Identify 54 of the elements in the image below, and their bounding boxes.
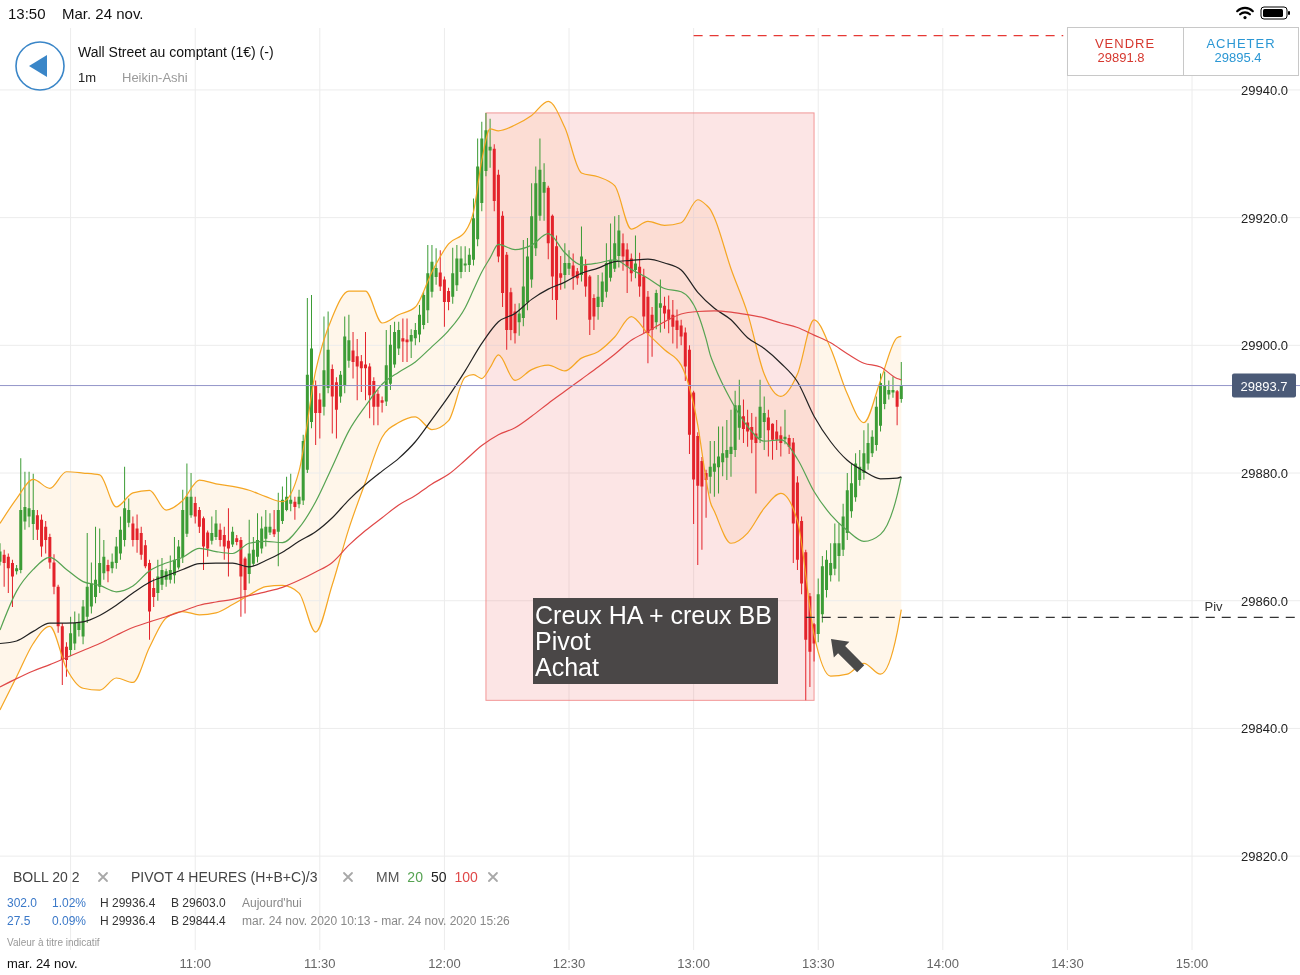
annotation: ACHETER — [1206, 36, 1276, 51]
y-tick-label: 29920.0 — [1241, 210, 1288, 226]
annotation: Valeur à titre indicatif — [7, 937, 100, 948]
annotation: Piv — [1204, 599, 1224, 615]
annotation: 29895.4 — [1214, 50, 1262, 65]
candlestick — [0, 543, 2, 566]
y-tick-label: 29900.0 — [1241, 337, 1288, 353]
annotation: mar. 24 nov. 2020 10:13 - mar. 24 nov. 2020 15:26 — [242, 914, 511, 928]
candlestick — [488, 118, 492, 168]
annotation: BOLL 20 2 — [13, 869, 80, 885]
text: 13:50 — [8, 5, 46, 22]
annotation: 0.09% — [52, 914, 87, 928]
annotation: 302.0 — [7, 896, 38, 910]
annotation: 27.5 — [7, 914, 31, 928]
x-tick-label: 14:00 — [926, 956, 960, 971]
annotation: 1.02% — [52, 896, 87, 910]
text: 100 — [454, 869, 479, 885]
text: 20 — [407, 869, 424, 885]
text: Mar. 24 nov. — [62, 5, 144, 22]
text: Wall Street au comptant (1€) (-) — [78, 44, 274, 60]
annotation: PIVOT 4 HEURES (H+B+C)/3 — [131, 869, 318, 885]
y-tick-label: 29940.0 — [1241, 82, 1288, 98]
y-tick-label: 29840.0 — [1241, 720, 1288, 736]
legend-title: MM — [376, 869, 400, 885]
x-tick-label: 12:00 — [428, 956, 461, 971]
annotation: H 29936.4 — [100, 914, 156, 928]
text: Heikin-Ashi — [122, 70, 188, 85]
candlestick — [891, 376, 895, 398]
y-tick-label: 29860.0 — [1241, 593, 1288, 609]
annotation: 1m — [78, 70, 97, 85]
candlestick — [380, 396, 384, 413]
ref-line-label: 29893.7 — [1240, 378, 1288, 394]
annotation: H 29936.4 — [100, 896, 156, 910]
y-tick-label: 29880.0 — [1241, 465, 1288, 481]
candlestick — [658, 279, 662, 333]
annotation: B 29603.0 — [171, 896, 227, 910]
line-series — [0, 100, 902, 525]
annotation: 29891.8 — [1097, 50, 1145, 65]
candlestick — [405, 318, 409, 362]
x-tick-label: 14:30 — [1051, 956, 1084, 971]
text: 50 — [430, 869, 447, 885]
candlestick — [729, 409, 733, 477]
x-tick-label: 15:00 — [1175, 956, 1209, 971]
x-tick-label: 11:30 — [304, 956, 336, 971]
x-tick-label: 13:30 — [801, 956, 835, 971]
x-tick-label: 12:30 — [552, 956, 586, 971]
y-tick-label: 29820.0 — [1241, 848, 1288, 864]
x-tick-label: 13:00 — [677, 956, 710, 971]
x-tick-label: 11:00 — [179, 956, 211, 971]
annotation: B 29844.4 — [171, 914, 227, 928]
annotation: Aujourd'hui — [242, 896, 302, 910]
text: mar. 24 nov. — [7, 956, 78, 971]
annotation: VENDRE — [1094, 36, 1156, 51]
candlestick — [401, 318, 405, 362]
